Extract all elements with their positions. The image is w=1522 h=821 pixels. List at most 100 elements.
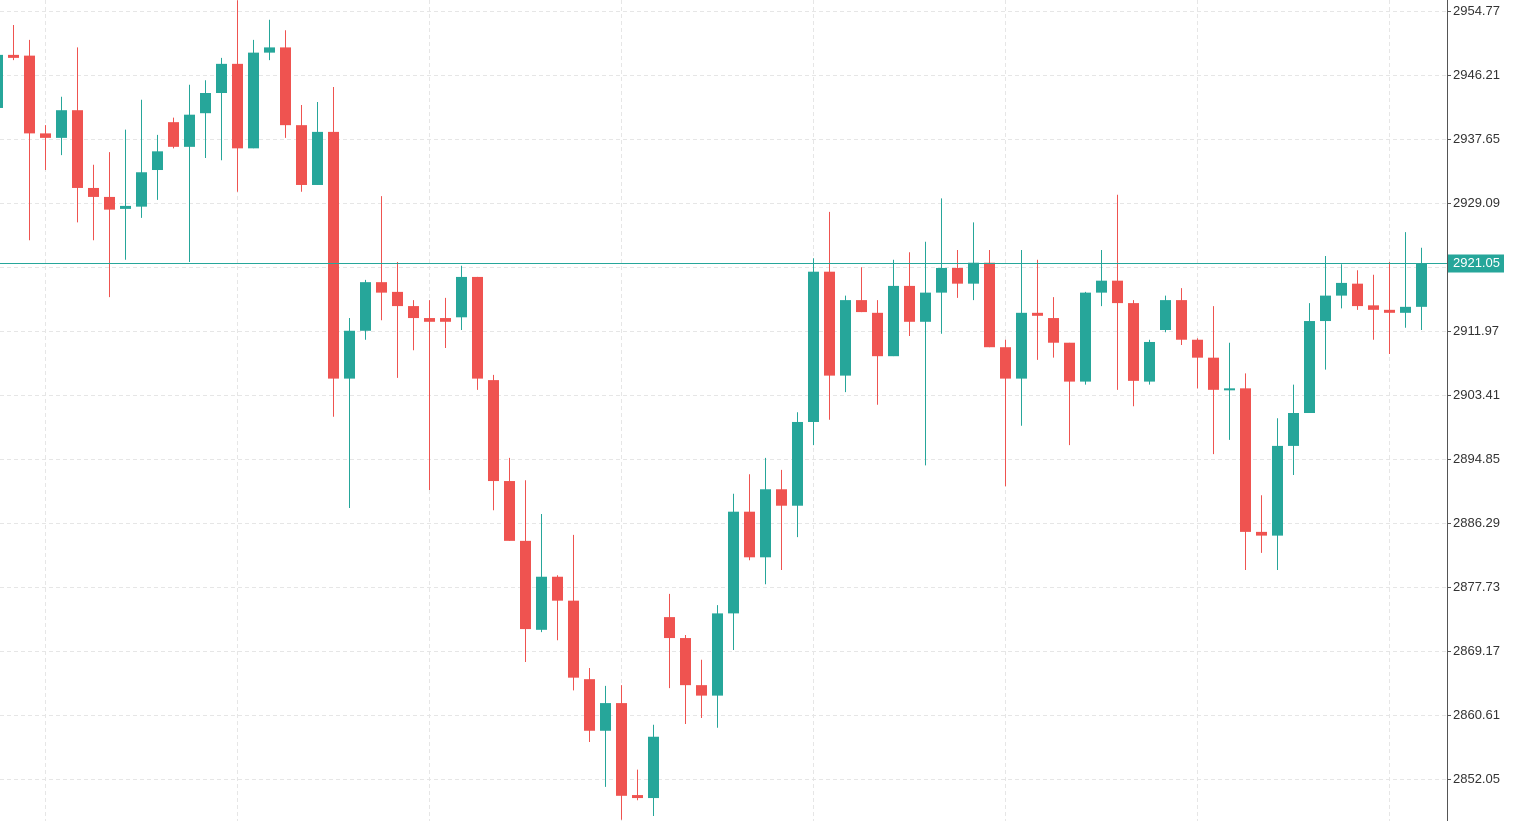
candle-body <box>504 481 515 541</box>
candle-body <box>88 187 99 197</box>
candle-body <box>1144 341 1155 382</box>
candle-body <box>744 511 755 558</box>
candle-body <box>1240 388 1251 532</box>
candle-body <box>584 679 595 731</box>
candle-body <box>184 114 195 147</box>
candle-body <box>552 576 563 601</box>
candle-body <box>1256 531 1267 536</box>
candle-body <box>1400 306 1411 313</box>
candle-body <box>8 54 19 58</box>
candle-body <box>920 292 931 322</box>
candle-body <box>1064 342 1075 382</box>
candle-body <box>168 122 179 147</box>
candle-body <box>712 613 723 696</box>
candle-body <box>280 47 291 126</box>
y-tick-label: 2860.61 <box>1453 707 1500 722</box>
candle-body <box>296 125 307 185</box>
candle-body <box>104 196 115 210</box>
candle-body <box>440 318 451 322</box>
candle-body <box>1368 305 1379 310</box>
y-tick-label: 2911.97 <box>1453 323 1499 338</box>
candle-body <box>120 205 131 209</box>
candle-body <box>1192 339 1203 358</box>
candle-body <box>792 421 803 506</box>
candle-body <box>536 576 547 630</box>
y-tick-label: 2852.05 <box>1453 771 1500 786</box>
candle-body <box>1384 309 1395 313</box>
candle-body <box>200 93 211 114</box>
candle-body <box>664 617 675 639</box>
candle-body <box>568 600 579 678</box>
candle-body <box>808 271 819 422</box>
candle-body <box>600 703 611 731</box>
candle-body <box>1160 300 1171 331</box>
candle-body <box>760 489 771 558</box>
candle-body <box>1032 312 1043 316</box>
candle-body <box>424 318 435 322</box>
candle-body <box>456 276 467 318</box>
candle-body <box>1416 263 1427 307</box>
candle-body <box>1272 445 1283 536</box>
candle-body <box>72 110 83 188</box>
y-tick-label: 2937.65 <box>1453 131 1500 146</box>
candle-body <box>488 380 499 482</box>
candle-body <box>472 276 483 379</box>
candle-body <box>232 63 243 149</box>
candle-body <box>136 172 147 207</box>
y-tick-label: 2894.85 <box>1453 451 1500 466</box>
candle-body <box>312 131 323 185</box>
candle-body <box>968 262 979 284</box>
candle-body <box>728 511 739 614</box>
candle-body <box>1000 347 1011 379</box>
candle-body <box>1128 303 1139 381</box>
candle-body <box>408 306 419 319</box>
candle-body <box>696 685 707 696</box>
candle-body <box>376 282 387 293</box>
candle-body <box>1336 282 1347 296</box>
candle-body <box>24 55 35 134</box>
y-tick-label: 2954.77 <box>1453 3 1500 18</box>
candle-body <box>1224 388 1235 391</box>
candle-body <box>904 285 915 322</box>
candle-body <box>1096 280 1107 293</box>
candle-body <box>0 54 3 108</box>
last-price-box <box>1448 254 1504 273</box>
y-tick-label: 2869.17 <box>1453 643 1500 658</box>
candle-body <box>776 489 787 506</box>
candle-body <box>936 267 947 293</box>
candle-body <box>1320 295 1331 322</box>
candle-body <box>360 282 371 331</box>
candle-body <box>392 291 403 307</box>
candles <box>0 0 1427 820</box>
candle-body <box>1304 321 1315 414</box>
candle-body <box>1112 280 1123 304</box>
candle-body <box>216 63 227 94</box>
y-tick-label: 2946.21 <box>1453 67 1500 82</box>
candle-body <box>888 285 899 357</box>
candle-body <box>984 262 995 348</box>
candle-body <box>632 795 643 799</box>
candle-body <box>1016 312 1027 379</box>
candle-body <box>952 267 963 284</box>
last-price-label: 2921.05 <box>1453 255 1500 270</box>
candle-body <box>344 330 355 379</box>
candle-body <box>328 131 339 379</box>
candle-body <box>1048 318 1059 343</box>
candle-body <box>152 151 163 171</box>
candle-body <box>1208 357 1219 390</box>
candle-body <box>40 133 51 138</box>
y-tick-label: 2903.41 <box>1453 387 1500 402</box>
candle-body <box>56 110 67 138</box>
y-tick-label: 2886.29 <box>1453 515 1500 530</box>
candle-body <box>1288 413 1299 446</box>
candle-body <box>1352 283 1363 307</box>
candle-body <box>680 638 691 686</box>
y-tick-label: 2929.09 <box>1453 195 1500 210</box>
y-tick-label: 2877.73 <box>1453 579 1500 594</box>
candle-body <box>248 52 259 149</box>
candle-body <box>824 271 835 376</box>
candle-body <box>856 300 867 313</box>
